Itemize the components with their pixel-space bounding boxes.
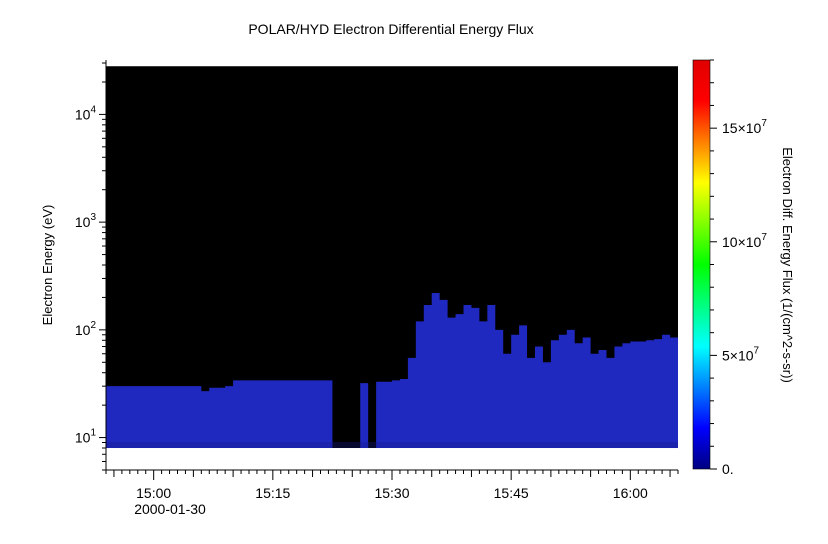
y-axis-label: Electron Energy (eV) <box>40 205 55 326</box>
y-axis-ticks: 101 102 103 104 <box>75 62 106 471</box>
colorbar-tick-label: 15×107 <box>722 118 767 136</box>
x-date-label: 2000-01-30 <box>134 501 206 517</box>
colorbar-label: Electron Diff. Energy Flux (1/(cm^2-s-sr… <box>780 147 795 383</box>
y-tick-label: 102 <box>75 320 97 338</box>
x-tick-label: 15:30 <box>374 485 409 501</box>
colorbar-tick-label: 10×107 <box>722 232 767 250</box>
flux-fill-series-0 <box>106 292 678 449</box>
x-axis-ticks: 15:00 15:15 15:30 15:45 16:00 <box>105 470 679 501</box>
colorbar-tick-label: 5×107 <box>722 345 760 363</box>
y-tick-label: 101 <box>75 428 97 446</box>
y-tick-label: 103 <box>75 212 97 230</box>
x-tick-label: 16:00 <box>613 485 648 501</box>
x-tick-label: 15:45 <box>494 485 529 501</box>
y-tick-label: 104 <box>75 104 97 122</box>
x-tick-label: 15:00 <box>136 485 171 501</box>
colorbar-ticks: 0. 5×107 10×107 15×107 <box>710 59 767 477</box>
flux-fill-base-0 <box>106 442 678 449</box>
chart-title: POLAR/HYD Electron Differential Energy F… <box>248 21 533 37</box>
flux-fill-group <box>106 292 678 449</box>
colorbar-tick-label: 0. <box>722 461 734 477</box>
x-tick-label: 15:15 <box>255 485 290 501</box>
colorbar <box>692 59 711 470</box>
